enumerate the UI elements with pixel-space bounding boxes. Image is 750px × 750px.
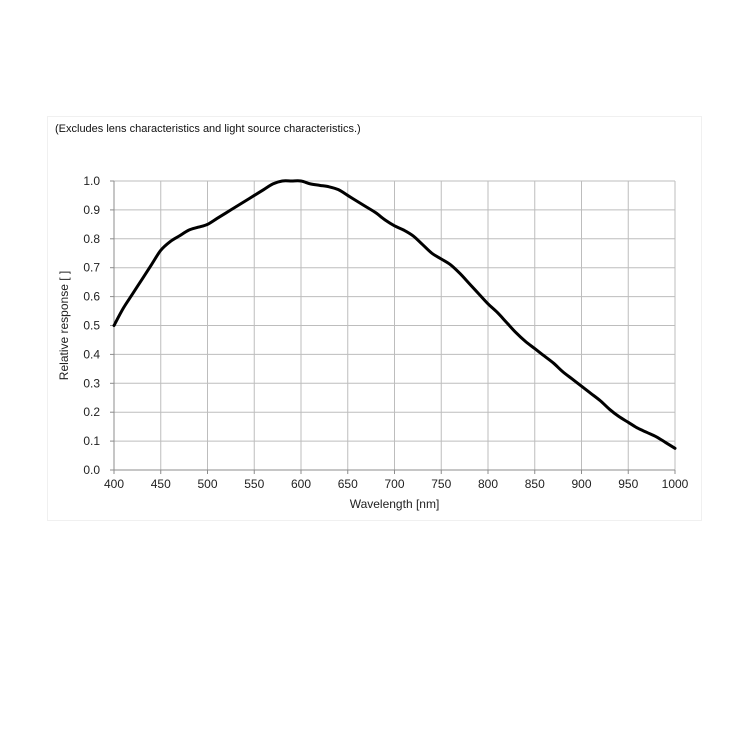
y-axis-title: Relative response [ ] bbox=[57, 271, 71, 380]
x-tick-label: 500 bbox=[197, 477, 217, 491]
y-tick-label: 0.2 bbox=[83, 405, 100, 419]
chart-annotation: (Excludes lens characteristics and light… bbox=[55, 123, 361, 135]
x-tick-label: 550 bbox=[244, 477, 264, 491]
y-tick-label: 0.1 bbox=[83, 434, 100, 448]
x-tick-label: 400 bbox=[104, 477, 124, 491]
x-tick-label: 450 bbox=[151, 477, 171, 491]
response-chart: 400 450 500 550 600 650 700 750 800 850 900 950 1000… bbox=[57, 174, 689, 511]
chart-panel: (Excludes lens characteristics and light… bbox=[48, 117, 701, 520]
y-tick-label: 1.0 bbox=[83, 174, 100, 188]
y-tick-label: 0.7 bbox=[83, 261, 100, 275]
x-axis-title: Wavelength [nm] bbox=[350, 497, 440, 511]
x-tick-label: 750 bbox=[431, 477, 451, 491]
tick-labels: 400 450 500 550 600 650 700 750 800 850 900 950 1000… bbox=[83, 174, 688, 491]
y-tick-label: 0.4 bbox=[83, 347, 100, 361]
x-tick-label: 850 bbox=[525, 477, 545, 491]
y-tick-label: 0.5 bbox=[83, 319, 100, 333]
x-tick-label: 700 bbox=[384, 477, 404, 491]
y-tick-label: 0.3 bbox=[83, 376, 100, 390]
x-tick-label: 950 bbox=[618, 477, 638, 491]
series-line bbox=[112, 179, 677, 450]
x-tick-label: 800 bbox=[478, 477, 498, 491]
y-tick-label: 0.9 bbox=[83, 203, 100, 217]
y-tick-label: 0.6 bbox=[83, 290, 100, 304]
x-tick-label: 600 bbox=[291, 477, 311, 491]
x-tick-label: 650 bbox=[338, 477, 358, 491]
y-tick-label: 0.8 bbox=[83, 232, 100, 246]
series-layer bbox=[112, 179, 677, 450]
x-tick-label: 900 bbox=[571, 477, 591, 491]
y-tick-label: 0.0 bbox=[83, 463, 100, 477]
x-tick-label: 1000 bbox=[662, 477, 689, 491]
